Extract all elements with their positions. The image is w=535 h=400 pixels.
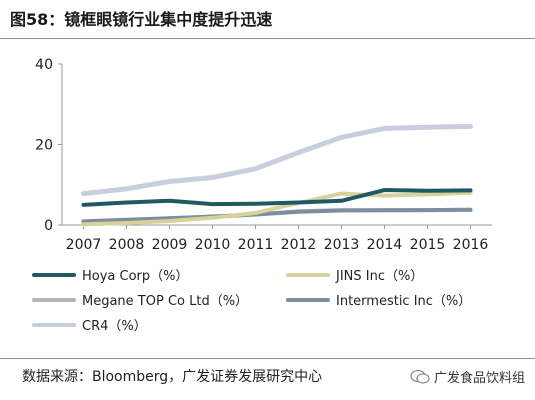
line-chart: 0 20 40 2007 2008 2009 2010 2011 2012 2013 2014 201… [32, 57, 492, 334]
wechat-icon [410, 370, 430, 384]
brand-name: 广发食品饮料组 [433, 371, 525, 386]
x-tick-label: 2011 [238, 237, 274, 253]
x-tick-label: 2013 [324, 237, 360, 253]
legend-label: CR4（%） [82, 319, 147, 334]
x-tick-label: 2012 [281, 237, 317, 253]
legend-label: JINS Inc（%） [335, 269, 423, 284]
x-tick-label: 2008 [109, 237, 145, 253]
y-tick-label: 40 [35, 57, 53, 73]
y-tick-label: 0 [44, 218, 53, 234]
x-tick-label: 2007 [66, 237, 102, 253]
chart-legend: Hoya Corp（%） JINS Inc（%） Megane TOP Co Ltd… [32, 269, 471, 334]
y-tick-label: 20 [35, 138, 53, 154]
series-line-1 [81, 190, 473, 227]
legend-label: Intermestic Inc（%） [336, 294, 471, 309]
legend-label: Megane TOP Co Ltd（%） [82, 294, 248, 309]
title-divider [0, 38, 535, 39]
series-line-3 [81, 207, 473, 224]
x-tick-label: 2015 [410, 237, 446, 253]
x-tick-label: 2010 [195, 237, 231, 253]
chart-axes: 0 20 40 2007 2008 2009 2010 2011 2012 2013 2014 201… [35, 57, 492, 253]
series-line-4 [81, 123, 473, 197]
chart-series [81, 123, 473, 227]
footer-divider [0, 358, 535, 359]
source-note: 数据来源：Bloomberg，广发证券发展研究中心 [22, 369, 323, 385]
figure-title: 图58：镜框眼镜行业集中度提升迅速 [10, 10, 273, 29]
x-tick-label: 2014 [367, 237, 403, 253]
legend-label: Hoya Corp（%） [82, 269, 189, 284]
brand-mark: 广发食品饮料组 [410, 367, 525, 386]
x-tick-label: 2009 [152, 237, 188, 253]
x-tick-label: 2016 [453, 237, 489, 253]
series-line-0 [81, 188, 473, 207]
